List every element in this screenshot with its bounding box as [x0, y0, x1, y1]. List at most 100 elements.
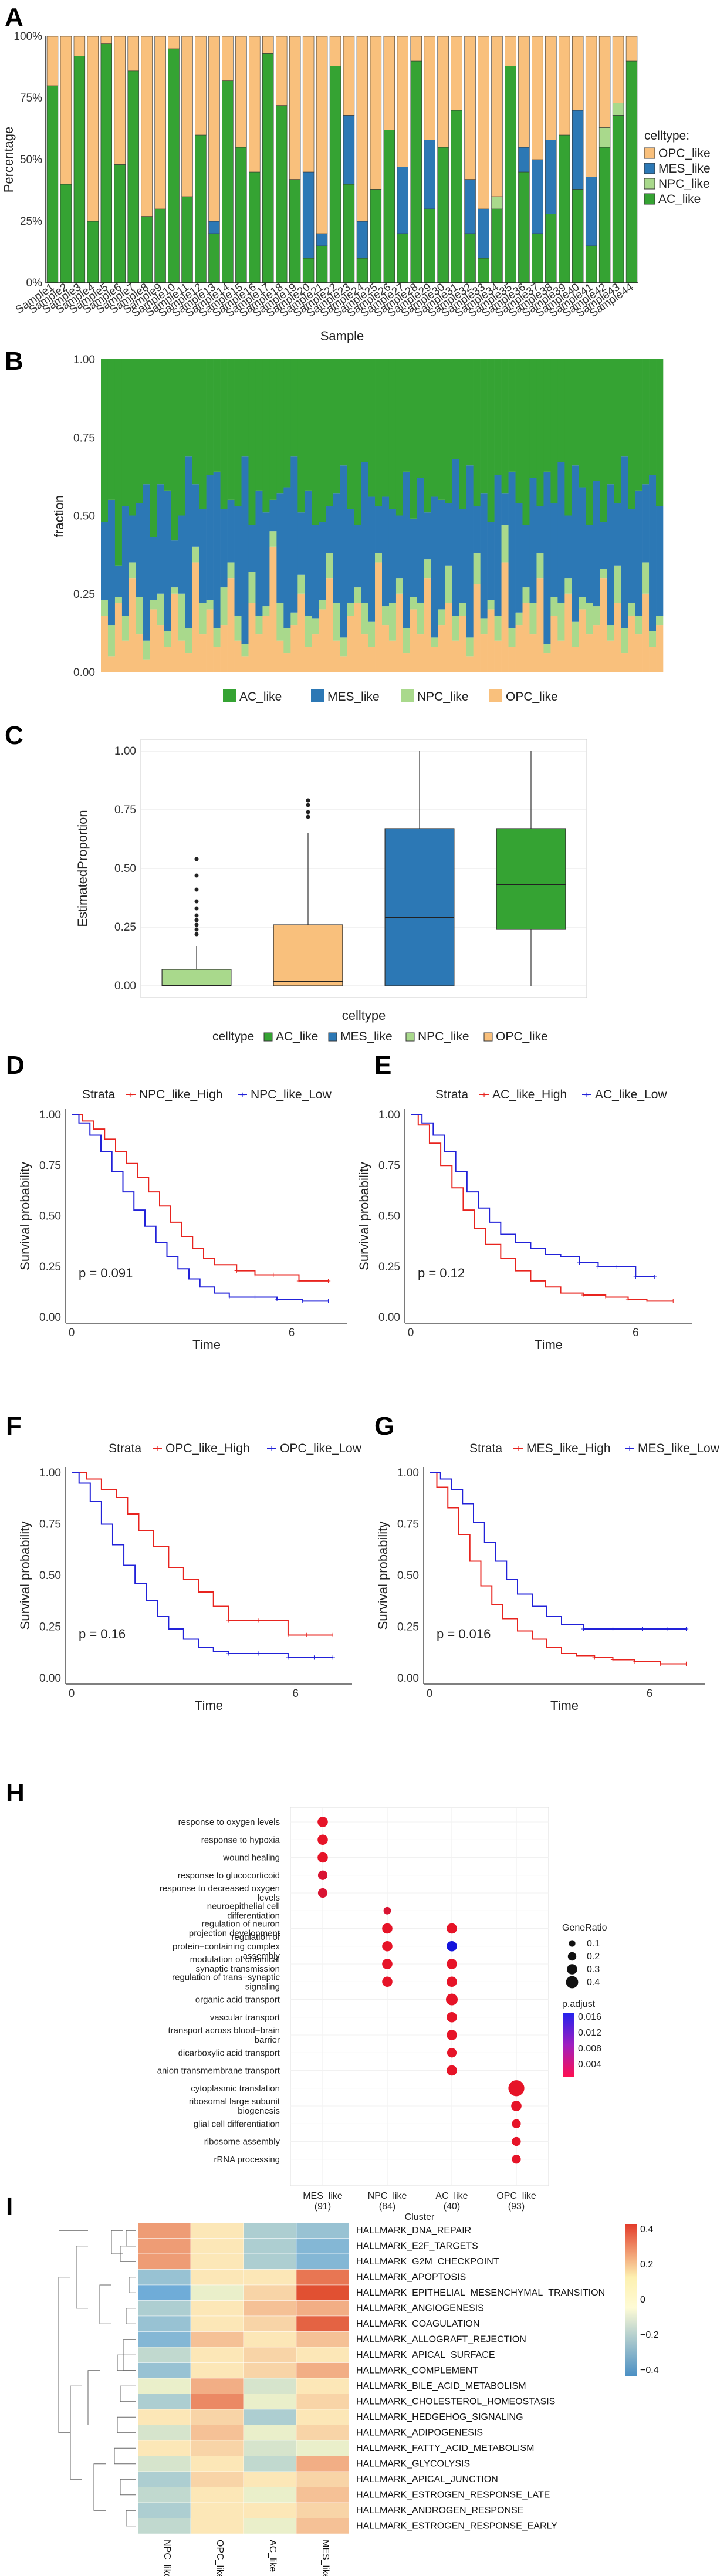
heatmap-cell — [137, 2253, 191, 2270]
bar-segment-AC_like — [478, 258, 489, 283]
legend-label-AC_like: AC_like — [239, 690, 282, 704]
fraction-bar-AC_like — [101, 359, 109, 522]
fraction-bar-NPC_like — [248, 572, 256, 603]
go-term-label: response to hypoxia — [201, 1835, 280, 1845]
heatmap-cell — [243, 2471, 297, 2487]
fraction-bar-OPC_like — [220, 625, 228, 672]
fraction-bar-AC_like — [586, 359, 593, 525]
fraction-bar-OPC_like — [388, 640, 397, 672]
p-value-label: p = 0.091 — [79, 1266, 133, 1280]
fraction-bar-AC_like — [403, 359, 411, 472]
fraction-bar-AC_like — [438, 359, 446, 500]
censor-mark: + — [275, 1294, 280, 1304]
fraction-bar-OPC_like — [157, 625, 165, 672]
y-tick-label: 1.00 — [73, 354, 95, 366]
fraction-bar-OPC_like — [107, 656, 116, 672]
fraction-bar-AC_like — [283, 359, 291, 488]
fraction-bar-OPC_like — [431, 647, 439, 672]
fraction-bar-MES_like — [121, 506, 130, 616]
fraction-bar-NPC_like — [333, 603, 340, 641]
censor-mark: + — [596, 1262, 601, 1272]
fraction-bar-NPC_like — [382, 606, 390, 626]
strata-title: Strata — [469, 1442, 502, 1455]
fraction-bar-OPC_like — [614, 603, 621, 672]
y-tick-label: 0.00 — [397, 1672, 419, 1685]
censor-mark: + — [252, 1293, 258, 1303]
heatmap-cell — [137, 2394, 191, 2410]
go-term-label: cytoplasmic translation — [191, 2084, 280, 2094]
bar-segment-OPC_like — [222, 36, 234, 81]
fraction-bar-OPC_like — [178, 640, 185, 672]
color-legend-label: 0.016 — [578, 2012, 601, 2022]
fraction-bar-NPC_like — [550, 597, 558, 616]
row-label: HALLMARK_CHOLESTEROL_HOMEOSTASIS — [356, 2397, 555, 2407]
fraction-bar-OPC_like — [326, 578, 333, 672]
row-label: HALLMARK_COMPLEMENT — [356, 2366, 478, 2376]
bar-segment-AC_like — [410, 60, 422, 283]
legend-label-MES_like_High: MES_like_High — [526, 1442, 611, 1455]
y-tick-label: 0.75 — [39, 1159, 61, 1172]
heatmap-cell — [296, 2362, 350, 2379]
fraction-bar-AC_like — [185, 359, 192, 457]
go-term-label: assembly — [243, 1951, 280, 1961]
bar-segment-OPC_like — [249, 36, 261, 173]
fraction-bar-NPC_like — [628, 603, 635, 616]
censor-mark: + — [296, 1276, 302, 1286]
y-tick-label: 1.00 — [397, 1467, 419, 1479]
bar-segment-OPC_like — [87, 36, 99, 222]
y-tick-label: 1.00 — [39, 1109, 61, 1121]
row-label: HALLMARK_APICAL_JUNCTION — [356, 2474, 498, 2484]
bar-segment-MES_like — [424, 140, 435, 209]
fraction-bar-AC_like — [494, 359, 502, 475]
censor-mark: + — [286, 1653, 291, 1663]
bar-segment-OPC_like — [208, 36, 220, 222]
fraction-bar-OPC_like — [241, 656, 249, 672]
fraction-bar-MES_like — [114, 565, 123, 597]
bar-segment-AC_like — [491, 208, 503, 283]
fraction-bar-NPC_like — [473, 553, 481, 584]
fraction-bar-NPC_like — [395, 578, 404, 594]
fraction-bar-OPC_like — [600, 578, 607, 672]
fraction-bar-MES_like — [262, 512, 270, 607]
fraction-bar-NPC_like — [227, 562, 235, 579]
bar-segment-AC_like — [235, 147, 247, 283]
fraction-bar-MES_like — [319, 522, 326, 600]
heatmap-cell — [137, 2440, 191, 2456]
heatmap-cell — [296, 2440, 350, 2456]
fraction-bar-MES_like — [656, 506, 664, 616]
column-label: OPC_like — [215, 2540, 225, 2576]
fraction-bar-OPC_like — [185, 653, 192, 672]
bar-segment-OPC_like — [505, 36, 516, 66]
y-tick-label: 0.00 — [378, 1311, 400, 1324]
fraction-bar-AC_like — [220, 359, 228, 509]
fraction-bar-NPC_like — [621, 628, 628, 654]
enrichment-dot — [447, 1941, 457, 1952]
survival-curve-OPC_like_High — [72, 1472, 333, 1636]
bar-segment-AC_like — [532, 233, 543, 283]
fraction-bar-AC_like — [395, 359, 404, 516]
legend-key-NPC_like — [644, 178, 655, 190]
fraction-bar-AC_like — [445, 359, 453, 503]
outlier-point — [306, 814, 310, 819]
bar-segment-AC_like — [127, 70, 139, 283]
heatmap-cell — [190, 2269, 244, 2286]
censor-mark: + — [326, 1296, 331, 1306]
fraction-bar-NPC_like — [319, 600, 326, 610]
size-legend-dot — [569, 1940, 576, 1947]
x-tick-label: 6 — [633, 1327, 639, 1339]
legend-marker: + — [627, 1444, 632, 1454]
fraction-bar-MES_like — [107, 499, 116, 626]
fraction-bar-NPC_like — [586, 603, 593, 635]
bar-segment-OPC_like — [100, 36, 113, 44]
fraction-bar-AC_like — [621, 359, 628, 457]
heatmap-cell — [243, 2238, 297, 2254]
enrichment-dot — [382, 1941, 393, 1952]
fraction-bar-OPC_like — [642, 593, 650, 672]
fraction-bar-NPC_like — [150, 600, 158, 610]
size-legend-label: 0.1 — [587, 1939, 600, 1949]
column-label: AC_like — [268, 2540, 278, 2572]
fraction-bar-OPC_like — [129, 578, 137, 672]
heatmap-cell — [137, 2409, 191, 2425]
legend-label-OPC_like_High: OPC_like_High — [165, 1442, 250, 1455]
outlier-point — [194, 927, 199, 932]
